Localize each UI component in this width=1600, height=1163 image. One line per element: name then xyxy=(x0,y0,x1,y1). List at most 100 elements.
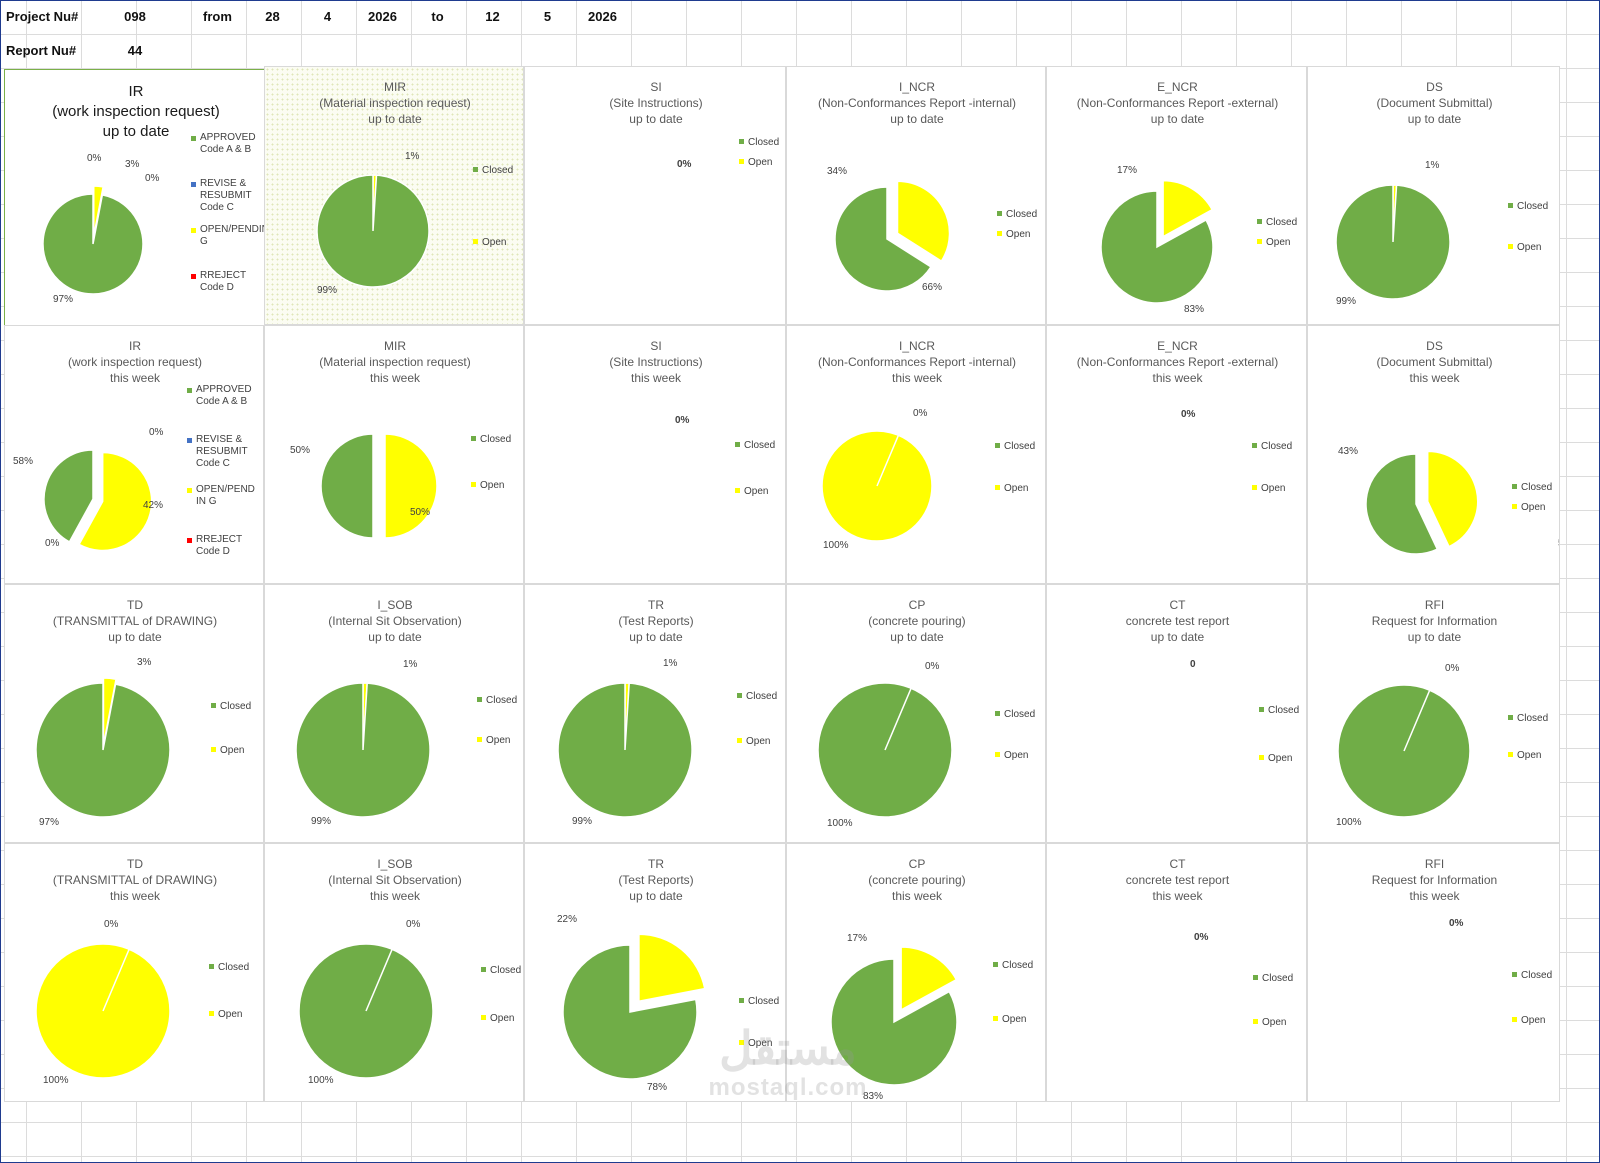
chart-panel[interactable]: MIR (Material inspection request) up to da… xyxy=(264,66,524,325)
chart-panel[interactable]: RFI Request for Information this week 0% Clo… xyxy=(1307,843,1560,1102)
legend-item[interactable]: Closed xyxy=(477,695,517,707)
legend-item[interactable]: Open xyxy=(1508,750,1541,762)
legend-item[interactable]: Closed xyxy=(1508,201,1548,213)
legend-item[interactable]: RREJECT Code D xyxy=(187,534,257,558)
legend-item[interactable]: Closed xyxy=(1252,441,1292,453)
chart-panel[interactable]: SI (Site Instructions) this week 0% Closed Op… xyxy=(524,325,786,584)
pie-slice[interactable] xyxy=(1335,184,1451,300)
legend-item[interactable]: Open xyxy=(209,1009,242,1021)
legend-item[interactable]: Open xyxy=(1253,1017,1286,1029)
pie-slice[interactable] xyxy=(834,186,932,292)
legend-item[interactable]: OPEN/PENDIN G xyxy=(191,224,265,248)
legend-item[interactable]: Closed xyxy=(1512,482,1552,494)
pie-slice[interactable] xyxy=(92,185,104,237)
legend-item[interactable]: Closed xyxy=(1508,713,1548,725)
legend-item[interactable]: APPROVED Code A & B xyxy=(191,132,261,156)
chart-panel[interactable]: I_NCR (Non-Conformances Report -internal)… xyxy=(786,66,1046,325)
chart-panel[interactable]: SI (Site Instructions) up to date 0% Closed O… xyxy=(524,66,786,325)
pie-slice[interactable] xyxy=(1365,453,1439,555)
chart-panel[interactable]: TR (Test Reports) up to date 78% 22% Closed Op… xyxy=(524,843,786,1102)
legend-item[interactable]: Closed xyxy=(739,137,779,149)
chart-panel[interactable]: CP (concrete pouring) this week 83% 17% Close… xyxy=(786,843,1046,1102)
chart-panel[interactable]: I_NCR (Non-Conformances Report -internal)… xyxy=(786,325,1046,584)
pie-slice[interactable] xyxy=(896,180,951,263)
chart-panel[interactable]: CT concrete test report up to date 0 Closed O… xyxy=(1046,584,1307,843)
legend-item[interactable]: Open xyxy=(211,745,244,757)
legend-item[interactable]: Open xyxy=(997,229,1030,241)
chart-panel[interactable]: TD (TRANSMITTAL of DRAWING) up to date 97% 3… xyxy=(4,584,264,843)
pie-slice[interactable] xyxy=(320,433,374,539)
project-number-value[interactable]: 098 xyxy=(124,9,146,24)
from-month[interactable]: 4 xyxy=(323,9,332,24)
legend-item[interactable]: Open xyxy=(1512,502,1545,514)
legend-item[interactable]: Closed xyxy=(473,165,513,177)
pie-slice[interactable] xyxy=(557,682,693,818)
legend-item[interactable]: Closed xyxy=(737,691,777,703)
legend-item[interactable]: Closed xyxy=(997,209,1037,221)
chart-panel[interactable]: I_SOB (Internal Sit Observation) this week… xyxy=(264,843,524,1102)
legend-item[interactable]: Open xyxy=(995,483,1028,495)
chart-panel[interactable]: E_NCR (Non-Conformances Report -external)… xyxy=(1046,66,1307,325)
report-number-value[interactable]: 44 xyxy=(127,43,143,58)
legend-item[interactable]: Open xyxy=(739,1038,772,1050)
chart-panel[interactable]: CP (concrete pouring) up to date 100% 0% Clos… xyxy=(786,584,1046,843)
legend-item[interactable]: Open xyxy=(481,1013,514,1025)
legend-item[interactable]: Open xyxy=(1257,237,1290,249)
chart-panel[interactable]: IR (work inspection request) this week 42% 0… xyxy=(4,325,264,584)
pie-slice[interactable] xyxy=(43,449,94,543)
legend-item[interactable]: Open xyxy=(477,735,510,747)
pie-slice[interactable] xyxy=(830,958,958,1086)
legend-item[interactable]: Open xyxy=(1259,753,1292,765)
to-day[interactable]: 12 xyxy=(485,9,500,24)
legend-item[interactable]: Open xyxy=(473,237,506,249)
legend-item[interactable]: OPEN/PEND IN G xyxy=(187,484,257,508)
chart-panel[interactable]: TD (TRANSMITTAL of DRAWING) this week 0% 100… xyxy=(4,843,264,1102)
legend-item[interactable]: Closed xyxy=(1512,970,1552,982)
legend-item[interactable]: Open xyxy=(1252,483,1285,495)
chart-panel[interactable]: RFI Request for Information up to date 100%… xyxy=(1307,584,1560,843)
pie-slice[interactable] xyxy=(316,174,430,288)
legend-item[interactable]: Closed xyxy=(1253,973,1293,985)
pie-slice[interactable] xyxy=(1426,450,1479,548)
chart-panel[interactable]: IR (work inspection request) up to date 97%… xyxy=(4,69,266,328)
pie-slice[interactable] xyxy=(295,682,431,818)
legend-item[interactable]: Closed xyxy=(1257,217,1297,229)
legend-item[interactable]: RREJECT Code D xyxy=(191,270,261,294)
from-day[interactable]: 28 xyxy=(265,9,280,24)
legend-item[interactable]: Closed xyxy=(735,440,775,452)
chart-panel[interactable]: DS (Document Submittal) up to date 99% 1% Clo… xyxy=(1307,66,1560,325)
legend-item[interactable]: Open xyxy=(993,1014,1026,1026)
legend-item[interactable]: Open xyxy=(1512,1015,1545,1027)
legend-item[interactable]: Closed xyxy=(995,441,1035,453)
legend-item[interactable]: Closed xyxy=(739,996,779,1008)
pie-slice[interactable] xyxy=(1100,190,1214,304)
legend-item[interactable]: Closed xyxy=(471,434,511,446)
to-year[interactable]: 2026 xyxy=(588,9,617,24)
chart-panel[interactable]: I_SOB (Internal Sit Observation) up to dat… xyxy=(264,584,524,843)
chart-panel[interactable]: E_NCR (Non-Conformances Report -external)… xyxy=(1046,325,1307,584)
legend-item[interactable]: Closed xyxy=(1259,705,1299,717)
legend-item[interactable]: Open xyxy=(471,480,504,492)
from-year[interactable]: 2026 xyxy=(368,9,397,24)
legend-item[interactable]: Closed xyxy=(995,709,1035,721)
pie-slice[interactable] xyxy=(562,944,698,1080)
to-month[interactable]: 5 xyxy=(543,9,552,24)
pie-slice[interactable] xyxy=(384,433,438,539)
pie-slice[interactable] xyxy=(638,933,706,1003)
legend-item[interactable]: Closed xyxy=(209,962,249,974)
legend-item[interactable]: REVISE & RESUBMIT Code C xyxy=(191,178,261,214)
legend-item[interactable]: Closed xyxy=(993,960,1033,972)
chart-panel[interactable]: CT concrete test report this week 0% Closed O… xyxy=(1046,843,1307,1102)
legend-item[interactable]: Closed xyxy=(481,965,521,977)
pie-slice[interactable] xyxy=(42,193,144,295)
legend-item[interactable]: Open xyxy=(735,486,768,498)
legend-item[interactable]: Open xyxy=(739,157,772,169)
chart-panel[interactable]: MIR (Material inspection request) this wee… xyxy=(264,325,524,584)
legend-item[interactable]: REVISE & RESUBMIT Code C xyxy=(187,434,257,470)
chart-panel[interactable]: TR (Test Reports) up to date 99% 1% Closed Ope… xyxy=(524,584,786,843)
pie-slice[interactable] xyxy=(35,682,171,818)
pie-slice[interactable] xyxy=(900,946,958,1012)
legend-item[interactable]: Closed xyxy=(211,701,251,713)
legend-item[interactable]: Open xyxy=(737,736,770,748)
legend-item[interactable]: Open xyxy=(1508,242,1541,254)
